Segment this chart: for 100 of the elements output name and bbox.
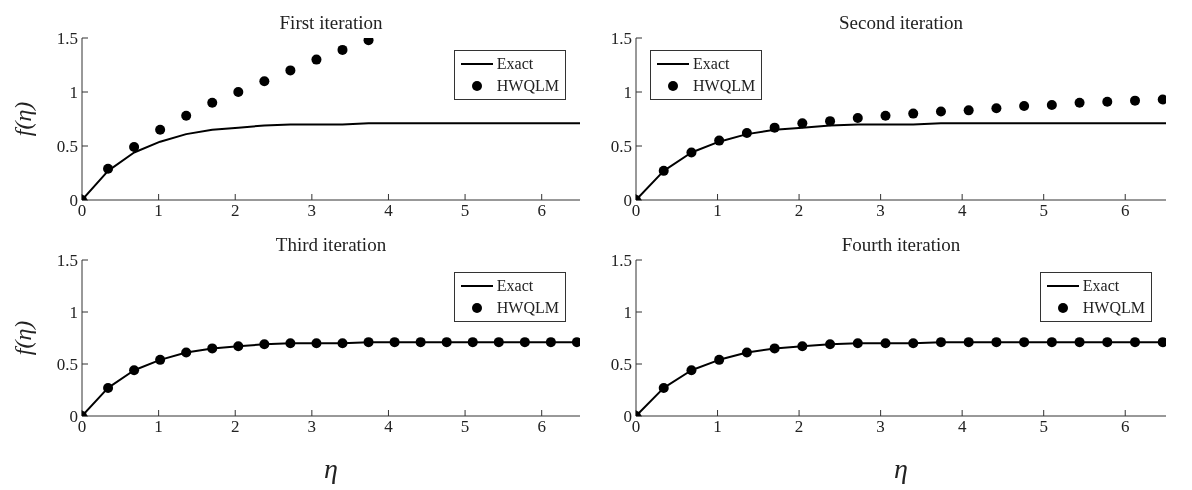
point [129,142,140,153]
point [908,338,919,349]
point [259,339,270,350]
point [155,124,166,135]
point [825,339,836,350]
point [571,337,580,348]
x-tick-label: 1 [713,201,722,221]
x-tick-label: 6 [1120,417,1130,437]
legend-label: HWQLM [693,76,756,96]
point [207,97,218,108]
point [519,337,530,348]
point [1019,337,1030,348]
point [1074,97,1085,108]
point [1019,101,1030,112]
point [963,105,974,116]
x-axis-title: η [324,453,338,484]
point [797,118,808,129]
point [441,337,452,348]
y-tick-label: 1.5 [610,251,632,271]
point [363,337,374,348]
y-tick-label: 1 [69,83,78,103]
point [181,110,192,121]
point [1102,337,1113,348]
x-tick-label: 5 [1039,417,1048,437]
x-tick-label: 5 [460,201,470,221]
y-tick-label: 0.5 [56,355,78,375]
point [181,347,192,358]
point [259,76,270,87]
y-tick-label: 0.5 [610,355,632,375]
point [363,38,374,46]
point [852,338,863,349]
x-tick-label: 6 [537,201,546,221]
point [935,106,946,117]
point [769,343,780,354]
x-tick-label: 3 [876,201,885,221]
legend-label: HWQLM [496,298,559,318]
x-tick-label: 4 [384,417,394,437]
point [714,354,725,365]
x-tick-label: 2 [230,201,240,221]
chart-title: First iteration [278,12,384,34]
point [880,110,891,121]
x-tick-label: 1 [713,417,722,437]
point [686,365,697,376]
point [741,347,752,358]
y-axis-title: f(η) [9,320,36,356]
legend-label: Exact [496,276,534,296]
point [1074,337,1085,348]
y-axis-title: f(η) [9,101,36,137]
point [1130,95,1141,106]
chart-title: Third iteration [274,234,388,256]
point [129,365,140,376]
point [797,341,808,352]
point [880,338,891,349]
y-tick-label: 1.5 [56,29,78,49]
point [389,337,400,348]
y-tick-label: 1.5 [56,251,78,271]
x-tick-label: 4 [957,417,967,437]
point [658,165,669,176]
point [285,65,296,76]
x-axis-title: η [894,453,908,484]
legend-label: Exact [693,54,730,74]
point [825,116,836,127]
x-tick-label: 3 [876,417,885,437]
x-tick-label: 4 [957,201,967,221]
point [1130,337,1141,348]
point [769,122,780,133]
point [467,337,478,348]
point [741,128,752,139]
point [103,163,114,174]
point [1157,94,1166,105]
x-tick-label: 6 [537,417,546,437]
y-tick-label: 1 [69,303,78,323]
point [852,112,863,123]
point [311,338,322,349]
x-tick-label: 1 [154,417,163,437]
x-tick-label: 3 [307,201,317,221]
point [337,44,348,55]
y-tick-label: 0.5 [610,137,632,157]
point [311,54,322,65]
point [415,337,426,348]
y-tick-label: 1 [623,303,632,323]
x-tick-label: 1 [154,201,163,221]
point [1046,99,1057,110]
point [686,147,697,158]
y-tick-label: 1.5 [610,29,632,49]
x-tick-label: 5 [460,417,470,437]
chart-title: Fourth iteration [840,234,962,256]
legend-label: Exact [496,54,534,74]
x-tick-label: 4 [384,201,394,221]
point [493,337,504,348]
y-tick-label: 0.5 [56,137,78,157]
legend-label: HWQLM [1082,298,1145,318]
point [991,103,1002,114]
point [658,382,669,393]
point [155,354,166,365]
point [1102,96,1113,107]
x-tick-label: 3 [307,417,317,437]
point [207,343,218,354]
x-tick-label: 2 [794,417,804,437]
point [935,337,946,348]
